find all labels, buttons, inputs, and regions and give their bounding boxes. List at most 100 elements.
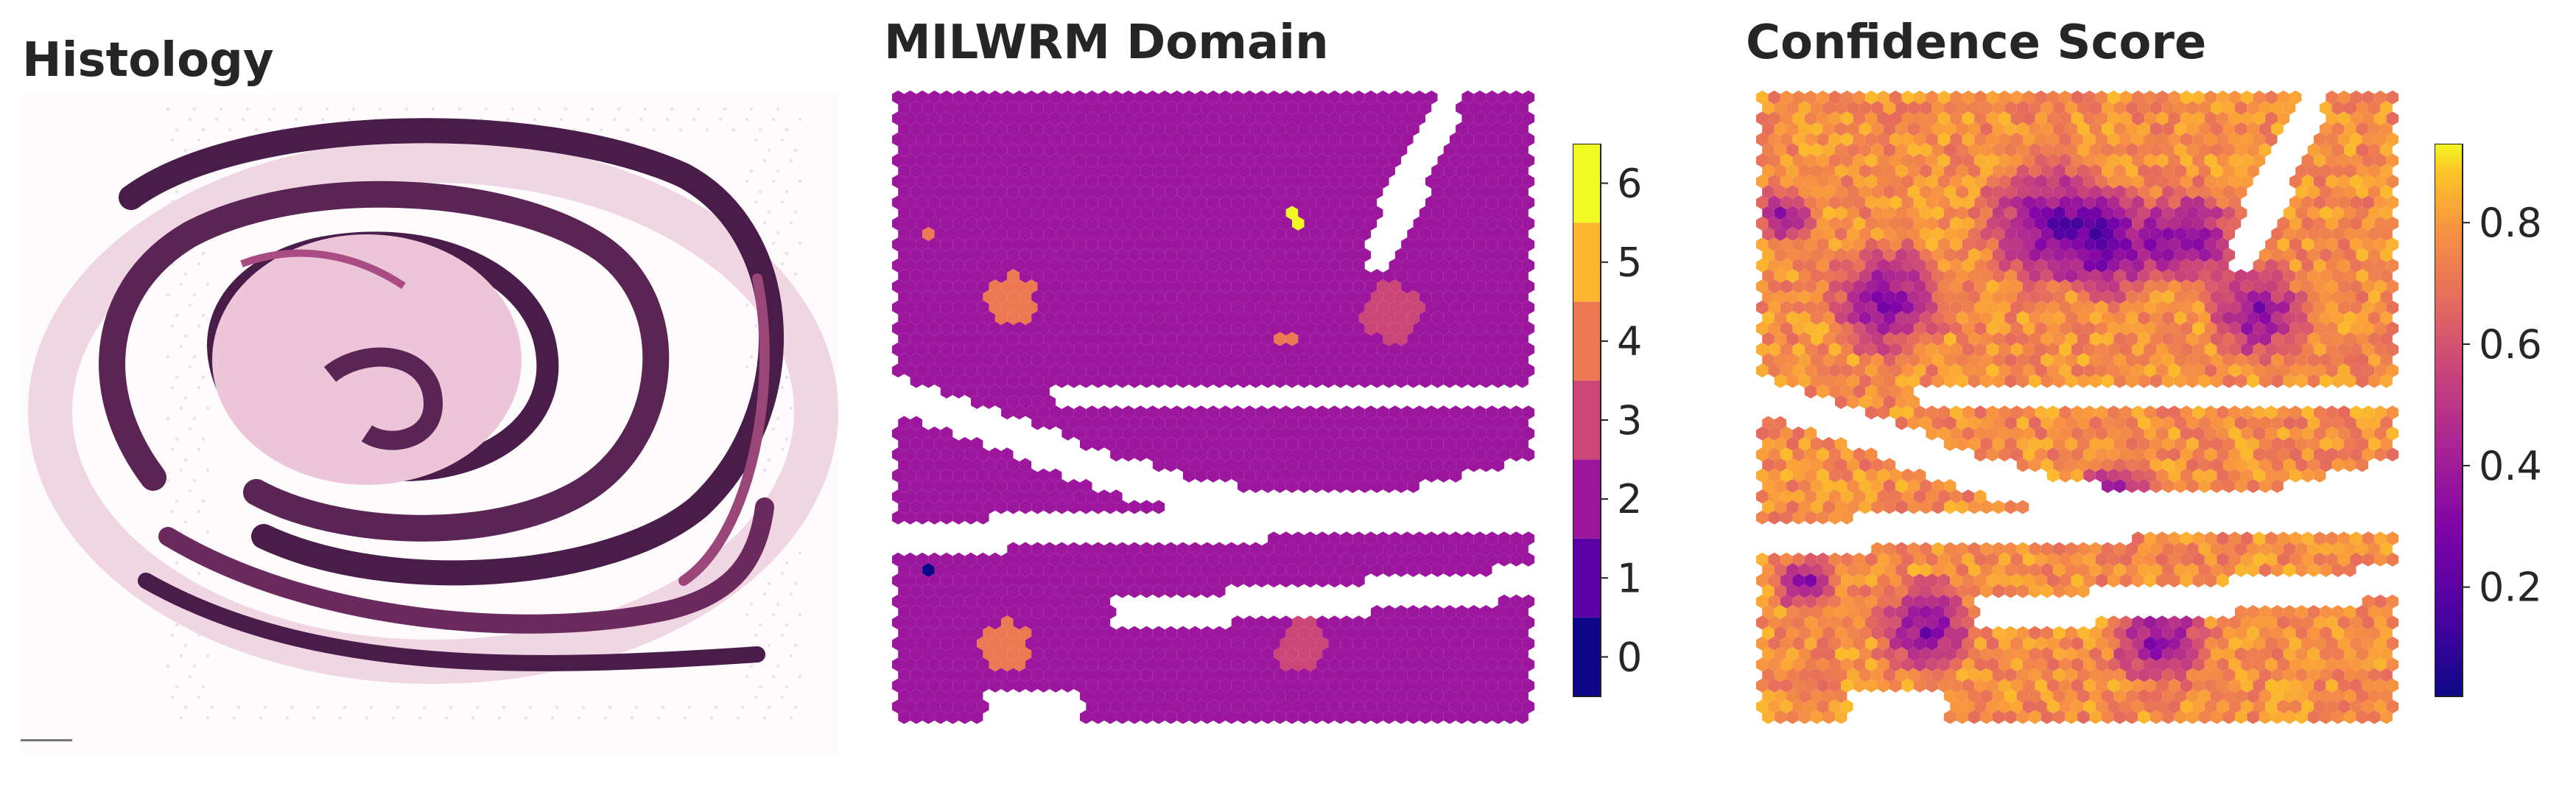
spot-hex (1811, 332, 1823, 346)
spot-hex (1926, 321, 1938, 336)
spot-hex (1140, 689, 1153, 703)
spot-hex (1195, 153, 1207, 168)
spot-hex (2010, 174, 2023, 189)
spot-hex (977, 237, 989, 252)
spot-hex (1828, 237, 1842, 252)
spot-hex (2289, 321, 2302, 336)
spot-hex (947, 668, 959, 682)
spot-hex (1780, 153, 1793, 168)
spot-hex (1383, 437, 1395, 451)
spot-hex (2192, 573, 2205, 588)
spot-hex (1798, 311, 1811, 325)
spot-hex (1255, 300, 1268, 315)
spot-hex (2010, 237, 2023, 252)
spot-hex (1449, 699, 1462, 714)
spot-hex (1822, 584, 1835, 598)
spot-hex (1792, 258, 1805, 273)
spot-hex (1931, 143, 1944, 157)
spot-hex (1255, 237, 1268, 252)
spot-hex (1817, 363, 1829, 378)
spot-hex (1171, 153, 1183, 168)
spot-hex (2241, 279, 2253, 294)
spot-hex (1443, 563, 1456, 577)
spot-hex (928, 258, 941, 273)
spot-hex (1304, 573, 1316, 588)
spot-hex (2168, 90, 2180, 105)
spot-hex (2386, 426, 2399, 441)
spot-hex (1756, 300, 1769, 315)
spot-hex (2337, 216, 2351, 231)
spot-hex (1165, 710, 1177, 724)
spot-hex (1328, 636, 1341, 651)
spot-hex (1189, 101, 1201, 115)
spot-hex (2023, 426, 2035, 441)
spot-hex (1304, 468, 1316, 483)
spot-hex (1152, 416, 1165, 430)
spot-hex (1176, 563, 1190, 577)
spot-hex (1901, 195, 1914, 210)
spot-hex (1407, 332, 1419, 346)
spot-hex (916, 636, 929, 651)
spot-hex (1762, 206, 1775, 220)
spot-hex (2217, 300, 2229, 315)
spot-hex (1498, 426, 1511, 441)
spot-hex (2326, 195, 2338, 210)
spot-hex (2247, 542, 2259, 556)
spot-hex (1025, 90, 1038, 105)
spot-hex (1249, 143, 1262, 157)
spot-hex (2132, 531, 2144, 546)
spot-hex (1049, 468, 1062, 483)
spot (175, 375, 179, 380)
spot-hex (2186, 185, 2199, 199)
spot-hex (1176, 290, 1190, 304)
spot-hex (1310, 353, 1323, 367)
spot-hex (989, 132, 1002, 147)
spot-hex (1780, 258, 1793, 273)
spot-hex (910, 353, 923, 367)
spot-hex (1231, 132, 1244, 147)
spot-hex (1007, 101, 1019, 115)
spot-hex (2217, 531, 2229, 546)
spot-hex (1486, 132, 1498, 147)
spot-hex (1128, 143, 1141, 157)
spot-hex (1431, 458, 1444, 472)
spot-hex (1152, 437, 1165, 451)
spot-hex (1182, 447, 1196, 462)
spot-hex (2362, 237, 2375, 252)
spot-hex (2356, 248, 2368, 262)
spot-hex (1255, 363, 1268, 378)
spot-hex (1171, 300, 1183, 315)
spot-hex (1122, 90, 1135, 105)
spot-hex (2253, 531, 2266, 546)
spot-hex (1110, 279, 1123, 294)
spot-hex (2077, 185, 2090, 199)
spot-hex (2016, 584, 2029, 598)
spot-hex (2313, 195, 2326, 210)
spot-hex (1322, 122, 1335, 136)
spot-hex (2095, 132, 2108, 147)
spot-hex (1128, 164, 1141, 178)
spot-hex (1128, 122, 1141, 136)
spot-hex (2149, 164, 2163, 178)
spot-hex (1322, 458, 1335, 472)
spot (188, 179, 192, 183)
spot-hex (2053, 290, 2066, 304)
spot-hex (1159, 321, 1171, 336)
spot-hex (1219, 657, 1232, 672)
spot-hex (1480, 710, 1492, 724)
spot-hex (947, 164, 959, 178)
spot-hex (994, 332, 1008, 346)
spot-hex (1865, 342, 1878, 357)
spot-hex (940, 426, 953, 441)
spot-hex (1031, 584, 1044, 598)
spot-hex (1865, 489, 1878, 504)
spot-hex (2222, 248, 2235, 262)
spot-hex (1431, 290, 1444, 304)
spot-hex (2119, 363, 2133, 378)
spot-hex (1061, 258, 1074, 273)
spot-hex (1907, 479, 1920, 493)
spot-hex (2180, 405, 2193, 420)
spot-hex (940, 552, 953, 567)
spot-hex (1522, 678, 1535, 693)
spot-hex (2125, 416, 2138, 430)
